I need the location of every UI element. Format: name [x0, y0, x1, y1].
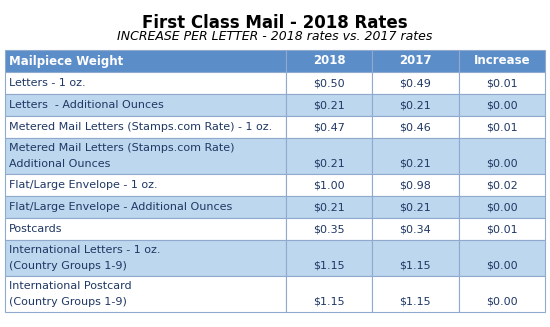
Bar — [459, 240, 545, 276]
Text: 2017: 2017 — [399, 55, 432, 67]
Bar — [5, 276, 286, 312]
Bar — [459, 196, 545, 218]
Bar — [459, 50, 545, 72]
Bar — [459, 174, 545, 196]
Text: INCREASE PER LETTER - 2018 rates vs. 2017 rates: INCREASE PER LETTER - 2018 rates vs. 201… — [117, 30, 433, 43]
Text: $0.21: $0.21 — [399, 159, 431, 169]
Text: (Country Groups 1-9): (Country Groups 1-9) — [9, 297, 127, 307]
Bar — [459, 138, 545, 174]
Bar — [372, 240, 459, 276]
Text: $0.50: $0.50 — [313, 78, 345, 88]
Bar — [5, 138, 286, 174]
Bar — [5, 50, 286, 72]
Bar — [372, 94, 459, 116]
Text: Metered Mail Letters (Stamps.com Rate) - 1 oz.: Metered Mail Letters (Stamps.com Rate) -… — [9, 122, 272, 132]
Text: International Letters - 1 oz.: International Letters - 1 oz. — [9, 245, 161, 255]
Bar — [372, 174, 459, 196]
Bar — [286, 50, 372, 72]
Text: Mailpiece Weight: Mailpiece Weight — [9, 55, 123, 67]
Text: $1.15: $1.15 — [400, 261, 431, 271]
Text: $0.00: $0.00 — [486, 297, 518, 307]
Text: $1.15: $1.15 — [400, 297, 431, 307]
Bar — [459, 116, 545, 138]
Bar — [372, 72, 459, 94]
Text: $0.46: $0.46 — [399, 122, 431, 132]
Text: $0.21: $0.21 — [313, 159, 345, 169]
Bar — [5, 116, 286, 138]
Text: $0.00: $0.00 — [486, 261, 518, 271]
Text: Flat/Large Envelope - Additional Ounces: Flat/Large Envelope - Additional Ounces — [9, 202, 232, 212]
Bar — [372, 276, 459, 312]
Text: $0.35: $0.35 — [313, 224, 345, 234]
Text: $1.00: $1.00 — [313, 180, 345, 190]
Text: $0.00: $0.00 — [486, 202, 518, 212]
Text: Metered Mail Letters (Stamps.com Rate): Metered Mail Letters (Stamps.com Rate) — [9, 143, 234, 153]
Bar — [286, 174, 372, 196]
Text: Flat/Large Envelope - 1 oz.: Flat/Large Envelope - 1 oz. — [9, 180, 158, 190]
Text: $0.49: $0.49 — [399, 78, 431, 88]
Text: Additional Ounces: Additional Ounces — [9, 159, 111, 169]
Text: (Country Groups 1-9): (Country Groups 1-9) — [9, 261, 127, 271]
Text: $0.01: $0.01 — [486, 122, 518, 132]
Bar — [372, 50, 459, 72]
Text: International Postcard: International Postcard — [9, 281, 131, 291]
Text: Increase: Increase — [474, 55, 530, 67]
Text: Letters - 1 oz.: Letters - 1 oz. — [9, 78, 86, 88]
Text: $0.47: $0.47 — [313, 122, 345, 132]
Bar — [5, 218, 286, 240]
Text: $0.00: $0.00 — [486, 100, 518, 110]
Text: Postcards: Postcards — [9, 224, 63, 234]
Text: $0.21: $0.21 — [313, 100, 345, 110]
Text: $0.02: $0.02 — [486, 180, 518, 190]
Bar — [459, 218, 545, 240]
Bar — [286, 218, 372, 240]
Bar — [5, 240, 286, 276]
Text: $0.98: $0.98 — [399, 180, 431, 190]
Bar — [286, 116, 372, 138]
Bar — [286, 240, 372, 276]
Text: $0.00: $0.00 — [486, 159, 518, 169]
Text: $0.34: $0.34 — [399, 224, 431, 234]
Bar — [459, 94, 545, 116]
Text: First Class Mail - 2018 Rates: First Class Mail - 2018 Rates — [142, 14, 408, 32]
Bar — [459, 276, 545, 312]
Bar — [372, 218, 459, 240]
Bar — [286, 72, 372, 94]
Text: 2018: 2018 — [313, 55, 345, 67]
Bar — [5, 174, 286, 196]
Bar — [286, 94, 372, 116]
Text: $0.21: $0.21 — [313, 202, 345, 212]
Bar — [286, 138, 372, 174]
Bar — [286, 196, 372, 218]
Text: $0.21: $0.21 — [399, 100, 431, 110]
Bar — [372, 196, 459, 218]
Text: $1.15: $1.15 — [313, 297, 345, 307]
Text: $0.01: $0.01 — [486, 78, 518, 88]
Text: Letters  - Additional Ounces: Letters - Additional Ounces — [9, 100, 164, 110]
Bar — [286, 276, 372, 312]
Text: $0.21: $0.21 — [399, 202, 431, 212]
Text: $0.01: $0.01 — [486, 224, 518, 234]
Bar — [372, 138, 459, 174]
Bar — [5, 72, 286, 94]
Bar — [459, 72, 545, 94]
Bar — [5, 94, 286, 116]
Bar — [372, 116, 459, 138]
Text: $1.15: $1.15 — [313, 261, 345, 271]
Bar — [5, 196, 286, 218]
